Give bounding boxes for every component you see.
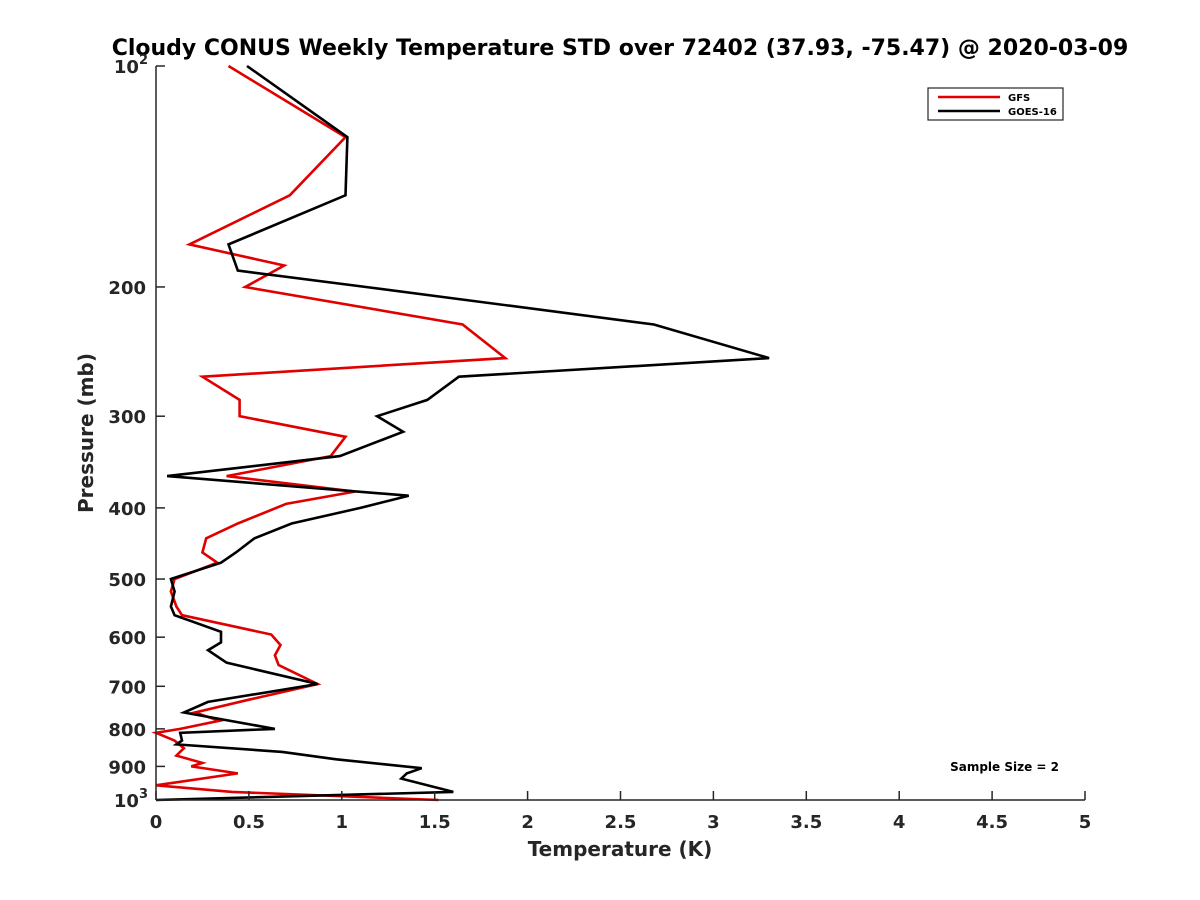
x-tick-label: 0 (150, 812, 163, 833)
axis-layer: 0 0.5 1 1.5 2 2.5 3 3.5 4 4.5 51022003004005006007… (108, 53, 1091, 833)
x-tick-label: 1.5 (419, 812, 451, 833)
series-layer (151, 64, 770, 802)
x-tick-label: 5 (1079, 812, 1092, 833)
legend: GFS GOES-16 (927, 87, 1064, 121)
legend-label: GFS (1008, 93, 1030, 104)
x-axis-label: Temperature (K) (528, 837, 713, 861)
series-line-gfs (151, 64, 509, 802)
series-line-goes-16 (155, 64, 770, 802)
y-tick-label: 102 (114, 53, 148, 78)
x-tick-label: 4.5 (976, 812, 1008, 833)
y-tick-label: 400 (108, 499, 146, 520)
y-axis-label: Pressure (mb) (74, 353, 98, 513)
y-tick-label: 103 (114, 787, 148, 812)
y-tick-label: 800 (108, 720, 146, 741)
x-tick-label: 3 (707, 812, 720, 833)
y-tick-label: 600 (108, 628, 146, 649)
chart-title: Cloudy CONUS Weekly Temperature STD over… (112, 36, 1129, 61)
x-tick-label: 2 (521, 812, 534, 833)
y-tick-label: 300 (108, 407, 146, 428)
x-tick-label: 3.5 (790, 812, 822, 833)
y-tick-label: 200 (108, 278, 146, 299)
x-tick-label: 1 (336, 812, 349, 833)
sample-size-annotation: Sample Size = 2 (950, 760, 1059, 774)
legend-box (927, 87, 1064, 121)
y-tick-label: 500 (108, 570, 146, 591)
y-tick-base: 10 (114, 57, 139, 78)
y-tick-exponent: 3 (139, 787, 148, 802)
y-tick-label: 700 (108, 677, 146, 698)
x-tick-label: 2.5 (605, 812, 637, 833)
x-tick-label: 4 (893, 812, 906, 833)
x-tick-label: 0.5 (233, 812, 265, 833)
y-tick-exponent: 2 (139, 53, 148, 68)
y-tick-label: 900 (108, 757, 146, 778)
legend-label: GOES-16 (1008, 107, 1057, 118)
y-tick-base: 10 (114, 791, 139, 812)
